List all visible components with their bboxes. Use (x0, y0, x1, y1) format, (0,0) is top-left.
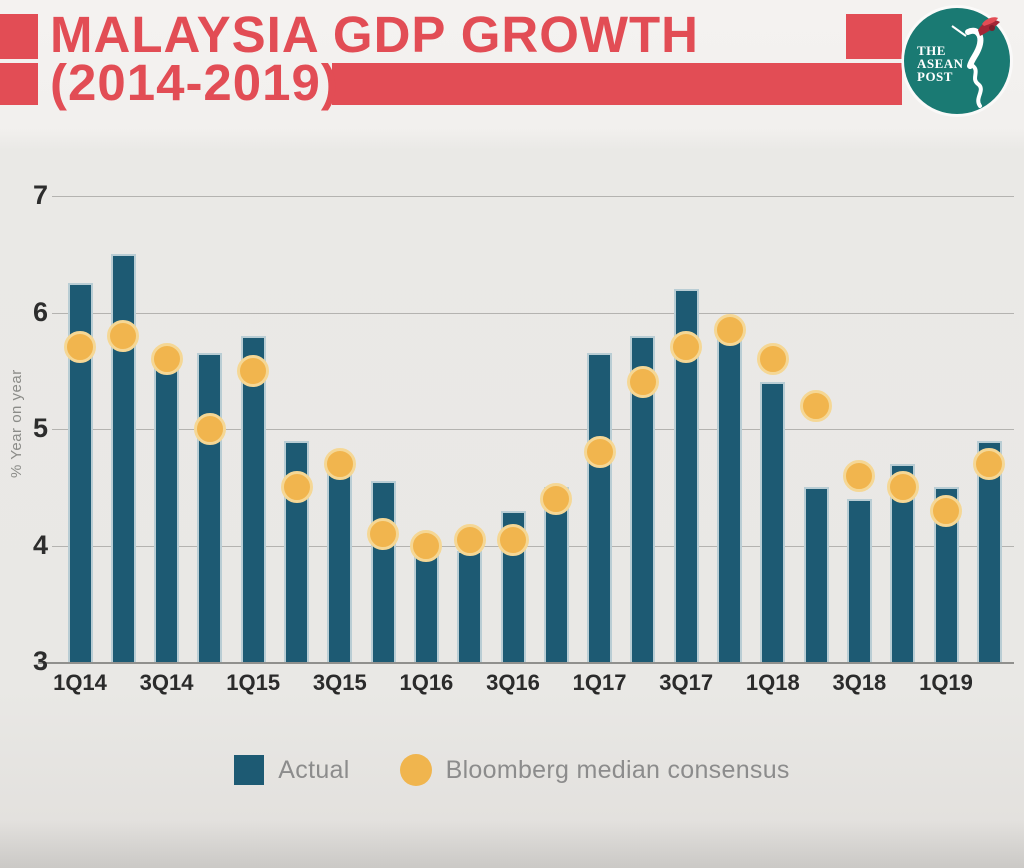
bar-1Q15 (240, 335, 266, 662)
x-tick-label-3Q17: 3Q17 (659, 670, 714, 695)
x-tick-label-3Q14: 3Q14 (139, 670, 194, 695)
bar-2Q16 (457, 551, 483, 662)
gridline-3 (38, 662, 1014, 664)
legend-actual-swatch (234, 755, 265, 785)
bar-1Q18 (760, 382, 786, 662)
bar-3Q15 (327, 469, 353, 662)
plot-area (0, 196, 1024, 662)
title-accent-block-left-1 (0, 14, 38, 59)
y-tick-label-6: 6 (32, 296, 48, 327)
consensus-dot-2Q18 (800, 389, 833, 422)
consensus-dot-3Q16 (497, 523, 529, 556)
y-tick-label-7: 7 (32, 180, 48, 210)
x-tick-label-1Q17: 1Q17 (572, 670, 627, 695)
consensus-dot-4Q16 (540, 482, 573, 515)
title-accent-bar (332, 63, 902, 105)
legend-consensus-label: Bloomberg median consensus (445, 755, 790, 784)
consensus-dot-2Q19 (973, 447, 1006, 480)
bar-4Q17 (717, 324, 742, 662)
bar-4Q15 (370, 481, 396, 662)
legend-actual-label: Actual (278, 755, 350, 784)
x-tick-label-3Q18: 3Q18 (832, 670, 887, 695)
bar-4Q14 (197, 353, 223, 662)
legend-consensus-swatch (399, 754, 432, 786)
legend: Actual Bloomberg median consensus (0, 754, 1024, 786)
title-accent-block-left-2 (0, 63, 38, 105)
consensus-dot-3Q17 (670, 331, 703, 364)
consensus-dot-1Q19 (930, 494, 962, 527)
consensus-dot-3Q15 (323, 447, 356, 480)
consensus-dot-1Q17 (583, 436, 616, 469)
hummingbird-icon (951, 17, 1000, 108)
consensus-dot-1Q15 (237, 354, 270, 387)
x-tick-label-1Q19: 1Q19 (919, 670, 973, 695)
title-accent-block-right (846, 14, 902, 59)
consensus-dot-3Q18 (843, 459, 876, 492)
consensus-dot-3Q14 (150, 343, 183, 376)
consensus-dot-4Q17 (713, 313, 746, 346)
page-title-line1: MALAYSIA GDP GROWTH (50, 6, 699, 63)
consensus-dot-1Q16 (410, 529, 443, 562)
consensus-dot-1Q18 (756, 343, 789, 376)
page-title-line2: (2014-2019) (50, 54, 339, 111)
x-tick-label-1Q18: 1Q18 (745, 670, 800, 695)
x-tick-label-1Q15: 1Q15 (226, 670, 281, 695)
consensus-dot-1Q14 (64, 331, 96, 364)
asean-post-logo-text: THE ASEAN POST (917, 43, 964, 84)
gridline-7 (52, 196, 1014, 197)
gridline-4 (52, 545, 1014, 547)
y-tick-label-5: 5 (32, 413, 48, 443)
gridline-5 (52, 429, 1014, 430)
consensus-dot-2Q14 (107, 319, 140, 352)
bar-2Q18 (803, 487, 829, 662)
x-tick-label-1Q14: 1Q14 (53, 670, 107, 695)
x-tick-label-3Q16: 3Q16 (486, 670, 540, 695)
bar-2Q14 (110, 254, 136, 662)
y-tick-label-4: 4 (32, 529, 48, 560)
consensus-dot-4Q18 (886, 471, 919, 504)
consensus-dot-4Q14 (193, 413, 226, 445)
bar-3Q18 (846, 498, 872, 662)
consensus-dot-2Q15 (280, 471, 313, 504)
gridline-6 (52, 312, 1014, 314)
bar-1Q17 (587, 353, 613, 662)
x-tick-label-1Q16: 1Q16 (399, 670, 454, 695)
consensus-dot-2Q17 (626, 366, 659, 399)
x-tick-label-3Q15: 3Q15 (312, 670, 367, 695)
y-tick-label-3: 3 (32, 646, 48, 676)
consensus-dot-2Q16 (453, 523, 486, 556)
asean-post-logo: THE ASEAN POST (904, 8, 1010, 114)
bar-3Q14 (154, 359, 180, 662)
consensus-dot-4Q15 (367, 517, 400, 550)
